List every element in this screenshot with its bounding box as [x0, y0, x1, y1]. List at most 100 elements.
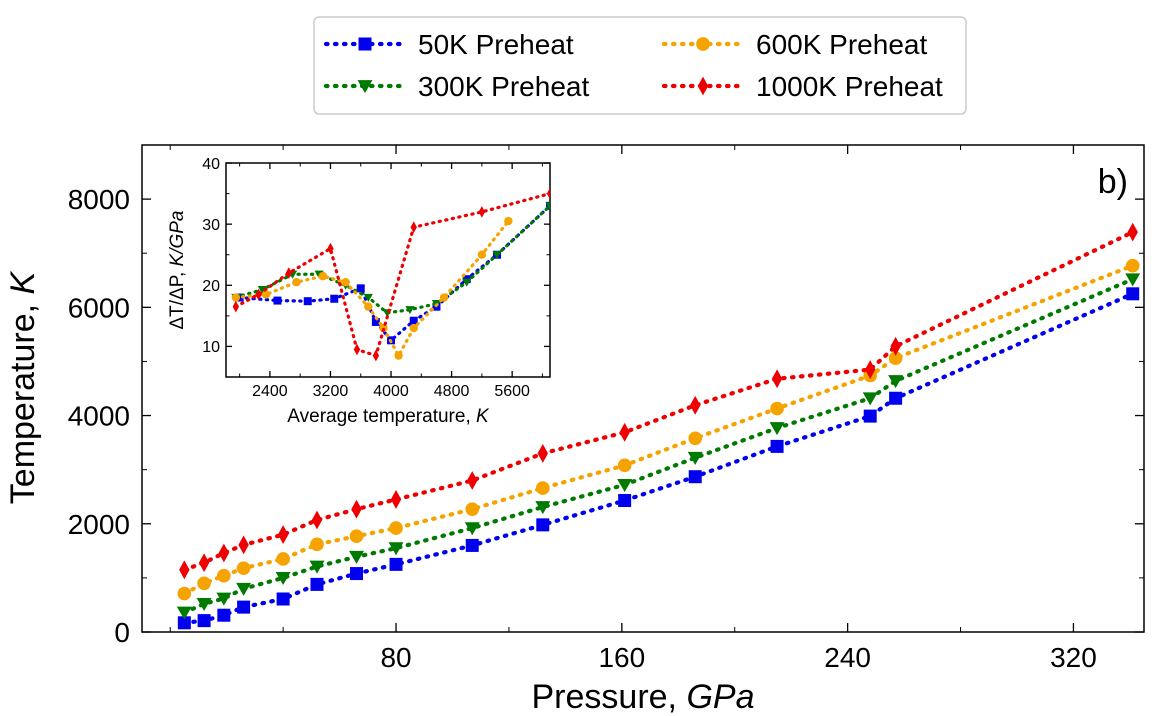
main-point-300k-preheat — [236, 582, 252, 596]
inset-point-50k-preheat — [273, 296, 282, 305]
main-point-1000k-preheat — [1127, 222, 1138, 242]
legend-frame — [313, 16, 967, 115]
inset-point-50k-preheat — [409, 316, 418, 325]
inset-point-600k-preheat — [409, 323, 418, 333]
main-point-300k-preheat — [176, 606, 192, 620]
inset-x-tick-label: 2400 — [252, 383, 288, 400]
main-point-1000k-preheat — [198, 553, 210, 573]
inset-y-tick-label: 40 — [202, 156, 220, 173]
main-point-600k-preheat — [617, 458, 632, 473]
inset-point-50k-preheat — [371, 317, 380, 326]
main-point-300k-preheat — [464, 522, 480, 536]
main-point-1000k-preheat — [218, 543, 230, 563]
inset-point-1000k-preheat — [285, 267, 293, 279]
main-point-300k-preheat — [769, 422, 785, 436]
legend-marker-1000k-preheat — [697, 76, 709, 96]
main-point-600k-preheat — [177, 586, 192, 601]
main-point-300k-preheat — [349, 550, 364, 564]
main-point-300k-preheat — [617, 478, 633, 492]
main-point-600k-preheat — [1125, 258, 1140, 273]
legend-item-300k-preheat: 300K Preheat — [323, 71, 589, 102]
inset-x-axis-label: Average temperature, K — [287, 406, 490, 427]
main-point-50k-preheat — [465, 538, 479, 552]
main-point-300k-preheat — [1125, 273, 1141, 287]
inset-plot-background — [225, 162, 551, 378]
main-point-1000k-preheat — [238, 535, 249, 555]
main-point-1000k-preheat — [277, 525, 289, 545]
main-point-1000k-preheat — [351, 499, 362, 519]
inset-series-600k-preheat — [231, 216, 513, 360]
main-line-300k-preheat — [182, 277, 1135, 615]
inset-y-axis-label: ΔT/ΔP, K/GPa — [167, 210, 188, 329]
inset-point-1000k-preheat — [478, 206, 486, 218]
inset-x-axis-label-unit: K — [476, 406, 490, 427]
inset-y-tick-label: 10 — [202, 339, 220, 356]
inset-point-600k-preheat — [394, 351, 403, 360]
main-point-600k-preheat — [197, 576, 211, 591]
inset-point-1000k-preheat — [410, 221, 417, 233]
main-point-600k-preheat — [349, 529, 364, 544]
main-point-300k-preheat — [275, 572, 291, 586]
legend-item-600k-preheat: 600K Preheat — [661, 29, 927, 60]
main-point-50k-preheat — [770, 439, 784, 453]
main-point-300k-preheat — [309, 560, 325, 574]
inset-y-axis-label-text: ΔT/ΔP, — [167, 266, 188, 329]
main-series-600k-preheat — [177, 258, 1140, 601]
main-point-1000k-preheat — [311, 510, 323, 530]
inset-point-1000k-preheat — [232, 300, 240, 313]
main-point-50k-preheat — [889, 391, 903, 405]
inset-y-axis-label-unit: K/GPa — [167, 210, 188, 266]
main-point-1000k-preheat — [179, 560, 190, 580]
main-y-tick-label: 6000 — [68, 292, 130, 323]
main-point-600k-preheat — [465, 502, 480, 516]
main-y-axis-label-text: Temperature, — [4, 294, 42, 504]
main-point-600k-preheat — [217, 568, 231, 583]
main-y-axis-label-unit: K — [4, 270, 42, 294]
main-point-600k-preheat — [888, 351, 903, 366]
legend-label-1000k-preheat: 1000K Preheat — [756, 71, 943, 102]
inset-point-300k-preheat — [405, 306, 415, 315]
inset-point-1000k-preheat — [372, 349, 380, 362]
inset-point-50k-preheat — [356, 284, 365, 293]
main-point-1000k-preheat — [865, 360, 876, 379]
main-line-600k-preheat — [182, 263, 1135, 596]
inset-line-300k-preheat — [234, 204, 550, 315]
main-point-50k-preheat — [276, 592, 290, 606]
main-x-axis-label: Pressure, GPa — [532, 678, 755, 716]
inset-point-1000k-preheat — [353, 343, 361, 356]
main-y-tick-label: 8000 — [68, 184, 130, 215]
main-line-50k-preheat — [182, 291, 1135, 625]
main-point-50k-preheat — [618, 494, 632, 508]
main-x-tick-label: 240 — [824, 642, 871, 673]
main-point-50k-preheat — [1126, 287, 1140, 301]
inset-point-600k-preheat — [292, 278, 301, 287]
inset-point-600k-preheat — [439, 293, 449, 302]
main-point-1000k-preheat — [890, 336, 901, 356]
main-x-tick-label: 320 — [1050, 642, 1097, 673]
main-line-1000k-preheat — [182, 230, 1135, 572]
inset-x-tick-label: 5600 — [494, 383, 530, 400]
main-point-300k-preheat — [535, 501, 551, 515]
main-y-tick-label: 2000 — [68, 509, 130, 540]
inset-point-300k-preheat — [363, 293, 373, 302]
main-point-50k-preheat — [350, 567, 364, 581]
main-point-600k-preheat — [389, 521, 403, 535]
main-y-axis-label: Temperature, K — [4, 270, 42, 504]
inset-point-600k-preheat — [477, 250, 487, 259]
inset-x-tick-label: 4800 — [434, 383, 470, 400]
inset-point-300k-preheat — [492, 251, 502, 260]
main-point-300k-preheat — [888, 375, 904, 389]
inset-x-axis-label-text: Average temperature, — [287, 406, 476, 427]
legend-marker-300k-preheat — [357, 80, 373, 94]
inset-point-300k-preheat — [257, 285, 267, 294]
inset-point-600k-preheat — [364, 302, 373, 311]
main-series-300k-preheat — [176, 273, 1141, 620]
main-x-axis-label-text: Pressure, — [532, 678, 687, 716]
main-x-tick-label: 80 — [380, 642, 411, 673]
inset-point-600k-preheat — [504, 216, 513, 226]
legend: 50K Preheat 300K Preheat 600K Preheat 1000K… — [313, 16, 967, 115]
inset-point-1000k-preheat — [255, 288, 262, 301]
inset-line-50k-preheat — [238, 204, 550, 343]
inset-line-600k-preheat — [234, 219, 510, 359]
